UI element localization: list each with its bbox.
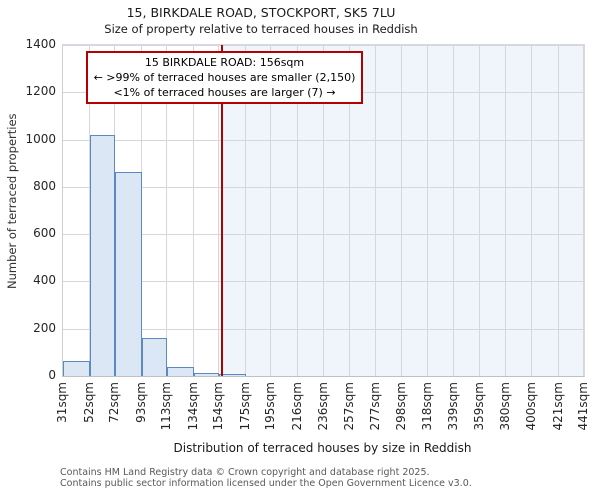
footer: Contains HM Land Registry data © Crown c… [60,467,472,489]
annotation-smaller: ← >99% of terraced houses are smaller (2… [93,71,356,84]
gridline-vertical [244,45,246,376]
histogram-bar [167,367,194,376]
gridline-vertical [426,45,428,376]
histogram-bar [63,360,90,376]
chart-subtitle: Size of property relative to terraced ho… [104,22,418,36]
gridline-horizontal [63,139,584,141]
gridline-vertical [349,45,351,376]
y-tick-label: 800 [33,178,56,193]
y-axis-label: Number of terraced properties [5,113,19,289]
annotation-title: 15 BIRKDALE ROAD: 156sqm [144,56,305,69]
y-tick-label: 400 [33,273,56,288]
gridline-vertical [322,45,324,376]
gridline-vertical [530,45,532,376]
annotation-box: 15 BIRKDALE ROAD: 156sqm ← >99% of terra… [86,51,363,104]
gridline-horizontal [63,328,584,330]
y-tick-label: 1000 [25,131,56,146]
y-tick-label: 600 [33,226,56,241]
gridline-vertical [88,45,90,376]
gridline-horizontal [63,45,584,46]
gridline-vertical [453,45,455,376]
gridline-vertical [557,45,559,376]
property-marker-line [220,45,223,376]
y-tick-label: 0 [48,368,56,382]
histogram-bar [219,374,246,376]
gridline-vertical [401,45,403,376]
y-tick-label: 200 [33,320,56,335]
footer-line-2: Contains public sector information licen… [60,477,472,489]
gridline-vertical [218,45,220,376]
footer-line-1: Contains HM Land Registry data © Crown c… [60,467,430,478]
gridline-vertical [297,45,299,376]
histogram-bar [141,338,168,376]
gridline-vertical [478,45,480,376]
y-tick-label: 1200 [25,84,56,99]
gridline-vertical [374,45,376,376]
gridline-vertical [505,45,507,376]
histogram-bar [193,373,220,376]
gridline-vertical [583,45,584,376]
gridline-horizontal [63,281,584,283]
histogram-bar [89,134,116,376]
gridline-horizontal [63,234,584,236]
gridline-vertical [166,45,168,376]
x-axis-label: Distribution of terraced houses by size … [173,441,472,455]
gridline-vertical [270,45,272,376]
y-tick-label: 1400 [25,37,56,51]
chart-title: 15, BIRKDALE ROAD, STOCKPORT, SK5 7LU [126,5,396,20]
gridline-horizontal [63,186,584,188]
histogram-bar [115,171,142,376]
annotation-larger: <1% of terraced houses are larger (7) → [113,86,336,99]
gridline-vertical [192,45,194,376]
